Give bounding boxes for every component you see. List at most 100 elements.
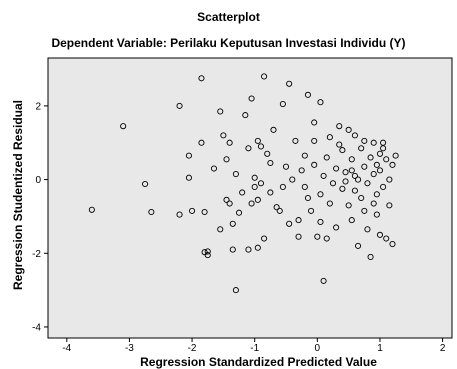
data-point (392, 152, 399, 159)
data-point (254, 137, 261, 144)
data-point (370, 200, 377, 207)
data-point (351, 187, 358, 194)
data-point (354, 176, 362, 183)
data-point (336, 123, 343, 130)
data-point (257, 180, 265, 187)
data-point (220, 132, 227, 139)
data-point (361, 137, 368, 144)
data-point (376, 150, 384, 157)
data-point (314, 233, 321, 240)
data-point (282, 163, 290, 170)
data-point (264, 150, 271, 157)
data-point (301, 152, 308, 159)
data-point (261, 235, 268, 242)
data-point (370, 139, 377, 146)
data-point (292, 137, 299, 144)
plot-area (47, 57, 453, 339)
data-point (245, 246, 252, 253)
data-point (323, 235, 330, 242)
data-point (345, 202, 352, 209)
data-point (370, 171, 377, 178)
data-point (276, 207, 283, 214)
data-point (376, 231, 384, 238)
data-point (210, 165, 218, 172)
data-point (248, 95, 255, 102)
data-point (386, 176, 393, 183)
data-point (348, 156, 355, 163)
data-point (295, 217, 302, 224)
data-point (198, 139, 205, 146)
data-point (245, 145, 252, 152)
data-point (348, 167, 355, 174)
data-point (279, 101, 286, 108)
data-point (389, 241, 396, 248)
data-point (329, 180, 337, 187)
data-point (304, 194, 311, 202)
data-point (226, 200, 233, 207)
data-point (142, 180, 149, 188)
data-point (364, 226, 371, 233)
data-point (251, 174, 258, 181)
data-point (317, 99, 324, 106)
data-point (320, 172, 327, 179)
data-point (223, 156, 230, 163)
data-point (389, 161, 396, 168)
data-point (270, 126, 277, 133)
x-tick-label: -2 (188, 343, 197, 354)
data-point (120, 123, 127, 130)
data-point (232, 287, 239, 294)
data-point (383, 156, 390, 163)
x-tick-label: -1 (250, 343, 259, 354)
data-point (204, 248, 211, 255)
data-point (373, 211, 380, 218)
x-axis-label: Regression Standardized Predicted Value (140, 355, 377, 369)
data-point (333, 224, 340, 231)
data-point (311, 119, 318, 126)
data-point (351, 132, 358, 139)
data-point (185, 174, 192, 181)
data-point (348, 217, 355, 224)
data-point (254, 244, 261, 251)
x-tick-label: 1 (377, 343, 383, 354)
data-point (367, 253, 374, 260)
data-point (298, 167, 305, 174)
data-point (289, 176, 296, 183)
data-point (254, 196, 261, 203)
x-tick-label: 0 (315, 343, 321, 354)
data-point (323, 154, 330, 161)
data-point (326, 200, 333, 207)
data-point (273, 204, 280, 211)
x-tick-label: -4 (62, 343, 71, 354)
data-point (257, 143, 265, 150)
data-point (229, 220, 236, 227)
data-point (185, 152, 192, 159)
data-point (358, 145, 365, 152)
y-tick-label: 2 (35, 101, 41, 112)
data-point (342, 178, 349, 185)
data-point (189, 207, 196, 214)
data-point (358, 194, 365, 202)
data-point (229, 246, 236, 253)
data-point (286, 80, 293, 87)
data-point (267, 159, 274, 167)
chart-subtitle: Dependent Variable: Perilaku Keputusan I… (51, 36, 406, 50)
data-point (232, 171, 239, 178)
data-point (217, 108, 224, 115)
data-point (226, 139, 233, 146)
data-point (286, 220, 293, 227)
y-tick-label: -2 (32, 249, 41, 260)
data-point (261, 73, 268, 80)
y-tick-label: 0 (35, 175, 41, 186)
data-point (380, 145, 387, 152)
data-point (383, 235, 390, 242)
data-point (342, 169, 349, 176)
data-point (176, 102, 183, 109)
data-point (326, 134, 333, 141)
y-tick-label: -4 (32, 322, 41, 333)
x-tick-label: 2 (440, 343, 446, 354)
data-point (201, 249, 208, 256)
data-point (361, 207, 368, 214)
data-point (351, 172, 358, 179)
data-point (361, 163, 368, 170)
